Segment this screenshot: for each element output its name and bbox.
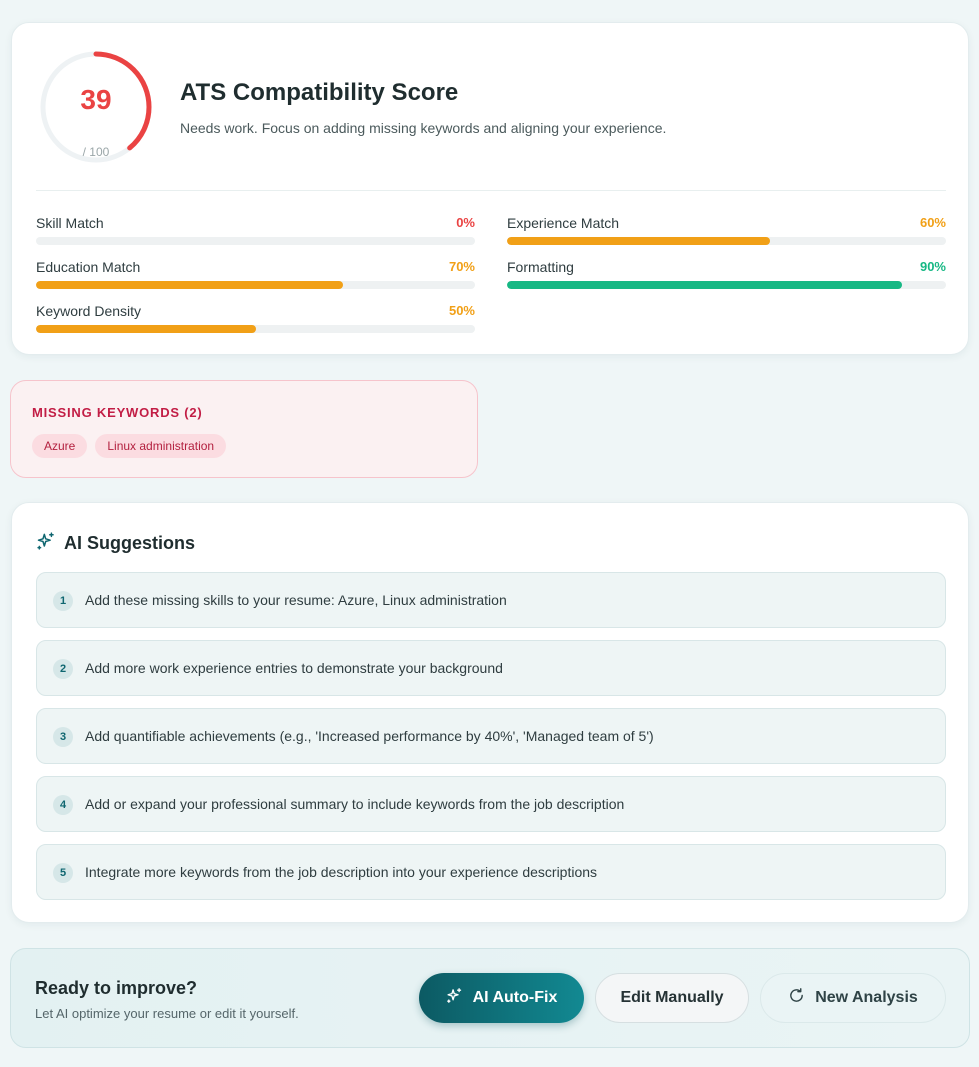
ai-auto-fix-button[interactable]: AI Auto-Fix: [419, 973, 584, 1023]
keyword-chip: Linux administration: [95, 434, 227, 458]
suggestions-header: AI Suggestions: [36, 531, 195, 556]
suggestion-text: Integrate more keywords from the job des…: [85, 864, 598, 880]
suggestions-title: AI Suggestions: [64, 533, 196, 553]
suggestion-number: 1: [53, 591, 73, 611]
metric-bar-fill: [36, 281, 344, 289]
suggestion-item: 4 Add or expand your professional summar…: [36, 776, 946, 832]
suggestion-number: 5: [53, 863, 73, 883]
score-value: 39: [80, 84, 112, 115]
missing-keywords-title: MISSING KEYWORDS (2): [32, 405, 203, 420]
metric-percent: 0%: [456, 215, 475, 230]
improve-cta-card: Ready to improve? Let AI optimize your r…: [10, 948, 970, 1048]
missing-keywords-card: MISSING KEYWORDS (2) Azure Linux adminis…: [10, 380, 478, 478]
sparkles-icon: [446, 987, 463, 1009]
metric-bar: [36, 325, 475, 333]
metric-label: Formatting: [507, 259, 574, 275]
score-ring-graphic: [40, 51, 152, 163]
refresh-icon: [788, 987, 805, 1009]
suggestion-item: 1 Add these missing skills to your resum…: [36, 572, 946, 628]
edit-manually-button[interactable]: Edit Manually: [595, 973, 749, 1023]
metric-percent: 50%: [448, 303, 475, 318]
edit-manually-label: Edit Manually: [620, 989, 724, 1006]
score-ring: 39 / 100: [39, 50, 153, 164]
ai-suggestions-card: AI Suggestions 1 Add these missing skill…: [11, 502, 969, 923]
suggestion-number: 3: [53, 727, 73, 747]
new-analysis-label: New Analysis: [815, 989, 918, 1006]
score-subtitle: Needs work. Focus on adding missing keyw…: [180, 120, 667, 136]
sparkles-icon: [36, 531, 56, 556]
cta-subtitle: Let AI optimize your resume or edit it y…: [35, 1006, 299, 1021]
metric-label: Skill Match: [36, 215, 104, 231]
ats-score-card: 39 / 100 ATS Compatibility Score Needs w…: [11, 22, 969, 355]
suggestion-item: 5 Integrate more keywords from the job d…: [36, 844, 946, 900]
suggestion-text: Add or expand your professional summary …: [85, 796, 625, 812]
score-title: ATS Compatibility Score: [180, 79, 459, 106]
divider: [36, 190, 946, 191]
metric-education-match: Education Match 70%: [36, 259, 475, 299]
cta-title: Ready to improve?: [35, 978, 198, 998]
keyword-chip: Azure: [32, 434, 88, 458]
metric-percent: 60%: [919, 215, 946, 230]
metric-bar-fill: [36, 325, 256, 333]
metric-bar-fill: [507, 281, 903, 289]
suggestion-item: 2 Add more work experience entries to de…: [36, 640, 946, 696]
score-max: / 100: [82, 145, 110, 159]
keyword-chips: Azure Linux administration: [32, 434, 227, 458]
suggestion-number: 2: [53, 659, 73, 679]
metric-bar: [36, 281, 475, 289]
suggestion-text: Add these missing skills to your resume:…: [85, 592, 507, 608]
ai-auto-fix-label: AI Auto-Fix: [472, 989, 558, 1006]
metric-bar: [507, 237, 946, 245]
metric-percent: 90%: [919, 259, 946, 274]
metric-experience-match: Experience Match 60%: [507, 215, 946, 255]
suggestion-item: 3 Add quantifiable achievements (e.g., '…: [36, 708, 946, 764]
suggestion-text: Add more work experience entries to demo…: [85, 660, 503, 676]
metric-label: Experience Match: [507, 215, 620, 231]
metric-bar: [507, 281, 946, 289]
metric-skill-match: Skill Match 0%: [36, 215, 475, 255]
suggestion-text: Add quantifiable achievements (e.g., 'In…: [85, 728, 654, 744]
metric-bar: [36, 237, 475, 245]
metric-keyword-density: Keyword Density 50%: [36, 303, 475, 343]
metric-label: Education Match: [36, 259, 141, 275]
metric-bar-fill: [507, 237, 771, 245]
new-analysis-button[interactable]: New Analysis: [760, 973, 946, 1023]
metric-label: Keyword Density: [36, 303, 142, 319]
suggestion-number: 4: [53, 795, 73, 815]
metric-percent: 70%: [448, 259, 475, 274]
metric-formatting: Formatting 90%: [507, 259, 946, 299]
